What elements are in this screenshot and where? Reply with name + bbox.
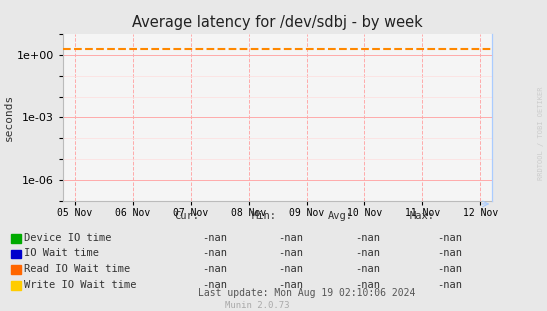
Text: Cur:: Cur: <box>174 211 200 221</box>
Text: Last update: Mon Aug 19 02:10:06 2024: Last update: Mon Aug 19 02:10:06 2024 <box>197 288 415 298</box>
Text: Avg:: Avg: <box>328 211 353 221</box>
Text: -nan: -nan <box>278 280 304 290</box>
Text: -nan: -nan <box>437 280 462 290</box>
Text: -nan: -nan <box>202 233 227 243</box>
Text: -nan: -nan <box>355 280 380 290</box>
Y-axis label: seconds: seconds <box>4 94 14 141</box>
Text: -nan: -nan <box>437 233 462 243</box>
Text: -nan: -nan <box>437 264 462 274</box>
Text: Max:: Max: <box>410 211 435 221</box>
Text: -nan: -nan <box>355 264 380 274</box>
Text: Read IO Wait time: Read IO Wait time <box>24 264 130 274</box>
Text: -nan: -nan <box>278 248 304 258</box>
Text: -nan: -nan <box>355 248 380 258</box>
Text: -nan: -nan <box>278 264 304 274</box>
Text: -nan: -nan <box>202 280 227 290</box>
Text: -nan: -nan <box>355 233 380 243</box>
Text: Munin 2.0.73: Munin 2.0.73 <box>225 301 289 310</box>
Text: -nan: -nan <box>437 248 462 258</box>
Title: Average latency for /dev/sdbj - by week: Average latency for /dev/sdbj - by week <box>132 15 423 30</box>
Text: IO Wait time: IO Wait time <box>24 248 99 258</box>
Text: -nan: -nan <box>278 233 304 243</box>
Text: RRDTOOL / TOBI OETIKER: RRDTOOL / TOBI OETIKER <box>538 87 544 180</box>
Text: Write IO Wait time: Write IO Wait time <box>24 280 137 290</box>
Text: -nan: -nan <box>202 264 227 274</box>
Text: -nan: -nan <box>202 248 227 258</box>
Text: Device IO time: Device IO time <box>24 233 112 243</box>
Text: Min:: Min: <box>251 211 276 221</box>
